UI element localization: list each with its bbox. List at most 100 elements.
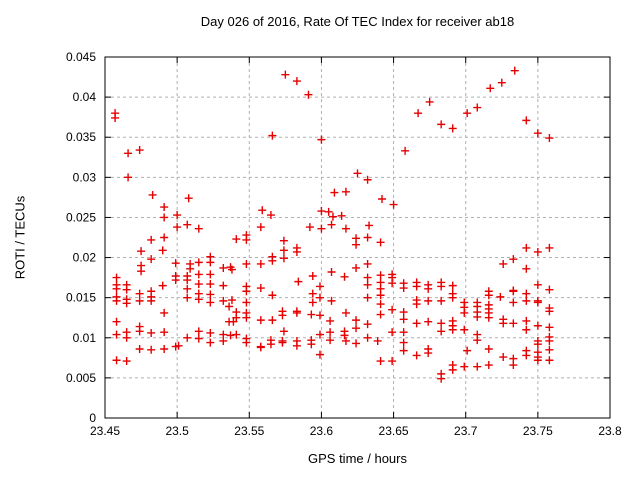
data-point-marker [533, 247, 542, 256]
data-point-marker [448, 293, 457, 302]
data-point-marker [378, 194, 387, 203]
data-point-marker [388, 328, 397, 337]
data-point-marker [484, 313, 493, 322]
data-point-marker [327, 267, 336, 276]
data-point-marker [171, 259, 180, 268]
data-point-marker [330, 188, 339, 197]
data-point-marker [463, 346, 472, 355]
data-point-marker [279, 327, 288, 336]
data-point-marker [160, 233, 169, 242]
plot-frame [104, 56, 611, 419]
data-point-marker [242, 338, 251, 347]
data-point-marker [315, 350, 324, 359]
data-point-marker [399, 338, 408, 347]
data-point-marker [522, 289, 531, 298]
data-point-marker [545, 345, 554, 354]
data-point-marker [112, 284, 121, 293]
y-tick-label: 0.01 [73, 331, 97, 345]
data-point-marker [484, 361, 493, 370]
data-point-marker [484, 345, 493, 354]
data-point-marker [206, 280, 215, 289]
data-point-marker [510, 66, 519, 75]
y-tick-label: 0.03 [73, 170, 97, 184]
data-point-marker [206, 258, 215, 267]
data-point-marker [545, 307, 554, 316]
data-point-marker [206, 328, 215, 337]
data-point-marker [352, 240, 361, 249]
y-axis-title: ROTI / TECUs [12, 195, 28, 280]
data-point-marker [499, 353, 508, 362]
data-point-marker [242, 287, 251, 296]
data-point-marker [437, 120, 446, 129]
data-point-marker [399, 328, 408, 337]
data-point-marker [112, 356, 121, 365]
data-point-marker [147, 255, 156, 264]
data-point-marker [473, 362, 482, 371]
data-point-marker [341, 336, 350, 345]
data-point-marker [425, 97, 434, 106]
data-point-marker [256, 316, 265, 325]
chart-title: Day 026 of 2016, Rate Of TEC Index for r… [200, 14, 515, 29]
data-point-marker [363, 320, 372, 329]
data-point-marker [340, 272, 349, 281]
data-point-marker [315, 311, 324, 320]
data-point-marker [448, 325, 457, 334]
data-point-marker [533, 280, 542, 289]
data-point-marker [437, 327, 446, 336]
data-point-marker [315, 330, 324, 339]
x-tick-label: 23.65 [379, 424, 409, 438]
data-point-marker [112, 330, 121, 339]
y-tick-label: 0.015 [66, 291, 96, 305]
data-point-marker [545, 336, 554, 345]
data-point-marker [122, 285, 131, 294]
data-point-marker [294, 277, 303, 286]
y-tick-label: 0.04 [73, 90, 97, 104]
x-tick-label: 23.6 [310, 424, 334, 438]
data-point-marker [160, 345, 169, 354]
data-point-marker [437, 374, 446, 383]
data-point-marker [160, 213, 169, 222]
data-point-marker [473, 312, 482, 321]
data-point-marker [124, 149, 133, 158]
data-point-marker [242, 313, 251, 322]
data-point-marker [268, 291, 277, 300]
data-point-marker [268, 131, 277, 140]
data-point-marker [194, 270, 203, 279]
data-point-marker [499, 259, 508, 268]
data-point-marker [137, 267, 146, 276]
data-point-marker [160, 308, 169, 317]
data-point-marker [122, 299, 131, 308]
data-point-marker [124, 173, 133, 182]
x-tick-label: 23.5 [165, 424, 189, 438]
data-point-marker [183, 220, 192, 229]
data-point-marker [225, 302, 234, 311]
data-point-marker [353, 169, 362, 178]
data-point-marker [183, 333, 192, 342]
data-point-marker [327, 220, 336, 229]
data-point-marker [424, 284, 433, 293]
tick-labels: 23.45 23.5 23.55 23.6 23.65 23.7 23.75 23.8 0 0.0… [66, 50, 622, 438]
data-point-marker [292, 341, 301, 350]
data-point-marker [412, 319, 421, 328]
data-point-marker [522, 296, 531, 305]
data-point-marker [122, 357, 131, 366]
data-point-marker [522, 243, 531, 252]
data-point-marker [399, 284, 408, 293]
data-point-marker [194, 224, 203, 233]
data-point-marker [522, 351, 531, 360]
data-point-marker [135, 296, 144, 305]
data-point-marker [206, 270, 215, 279]
data-point-marker [473, 336, 482, 345]
x-tick-label: 23.55 [234, 424, 264, 438]
data-point-marker [160, 203, 169, 212]
data-point-marker [174, 341, 183, 350]
data-point-marker [388, 305, 397, 314]
data-point-marker [112, 317, 121, 326]
data-point-marker [308, 272, 317, 281]
data-point-marker [412, 300, 421, 309]
data-point-marker [147, 345, 156, 354]
data-point-marker [437, 319, 446, 328]
data-point-marker [363, 233, 372, 242]
y-tick-label: 0.025 [66, 210, 96, 224]
